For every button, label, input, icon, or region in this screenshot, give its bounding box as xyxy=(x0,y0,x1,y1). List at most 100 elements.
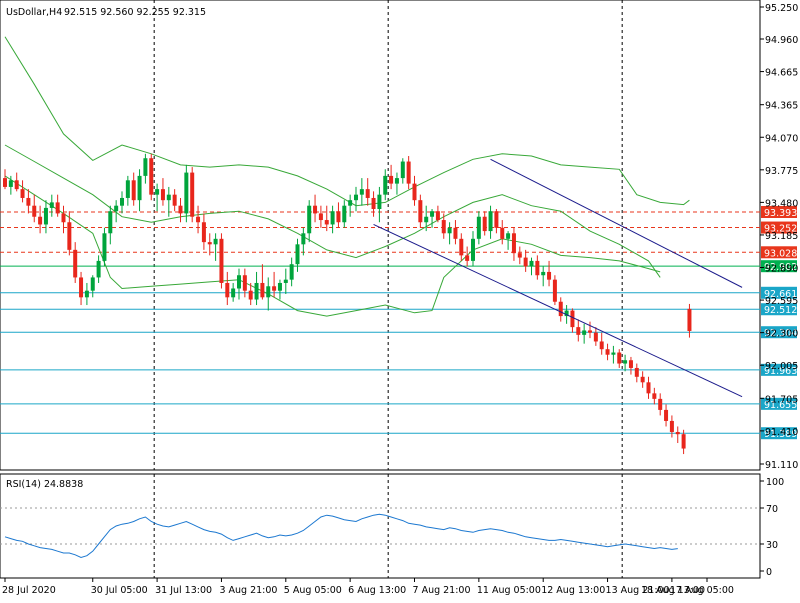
candle-body xyxy=(681,434,686,449)
candle xyxy=(8,175,13,195)
candle-body xyxy=(20,189,25,198)
candle-body xyxy=(646,382,651,394)
candle xyxy=(120,191,124,214)
candle-body xyxy=(201,222,206,243)
candle-body xyxy=(412,183,417,201)
candle xyxy=(593,327,598,346)
candle xyxy=(623,354,628,372)
candle xyxy=(336,202,341,228)
time-tick-label-4: 5 Aug 05:00 xyxy=(284,585,342,596)
candle-body xyxy=(102,233,107,261)
candle xyxy=(535,255,540,280)
time-tick-label-2: 31 Jul 13:00 xyxy=(155,585,212,596)
price-level-badge-5 xyxy=(761,303,797,316)
price-level-badge-8 xyxy=(761,397,797,410)
candle-body xyxy=(523,257,528,267)
candle xyxy=(418,194,423,228)
candle-body xyxy=(90,277,95,291)
candle xyxy=(465,246,470,267)
candle-body xyxy=(359,189,364,195)
period-separators xyxy=(153,0,623,578)
candle xyxy=(400,158,405,184)
rsi-label: RSI(14) 24.8838 xyxy=(6,479,83,490)
candle-body xyxy=(295,244,300,265)
time-tick-label-0: 28 Jul 2020 xyxy=(2,585,56,596)
trend-channel[interactable] xyxy=(373,158,743,398)
candle-body xyxy=(43,207,48,225)
candle-body xyxy=(237,275,241,289)
candle xyxy=(506,231,511,250)
candle xyxy=(190,167,195,223)
price-level-badge-4 xyxy=(761,286,797,299)
time-tick-label-11: 18 Aug 13:00 xyxy=(641,585,705,596)
candle-body xyxy=(576,327,581,335)
candle xyxy=(55,194,60,217)
price-tick-label-2: 94.665 xyxy=(765,68,798,79)
candle xyxy=(476,211,481,245)
candle-body xyxy=(26,197,31,206)
candle xyxy=(611,345,616,364)
candle-body xyxy=(196,216,201,223)
candle-body xyxy=(49,202,54,208)
candle-body xyxy=(582,330,587,335)
candle xyxy=(517,246,522,265)
candle xyxy=(330,205,335,234)
candle-body xyxy=(652,393,657,399)
candle-body xyxy=(172,194,177,206)
candle xyxy=(96,255,101,283)
candle-body xyxy=(301,233,306,245)
candle-body xyxy=(231,288,236,298)
candle xyxy=(406,156,411,190)
candle xyxy=(541,266,546,287)
candle xyxy=(143,153,148,184)
candle xyxy=(283,268,288,295)
candle-body xyxy=(283,279,288,283)
price-tick-label-12: 91.705 xyxy=(765,394,798,405)
candle-body xyxy=(547,271,552,280)
candle xyxy=(231,282,236,302)
candle-body xyxy=(79,277,84,298)
candle xyxy=(225,271,230,306)
price-level-label-6: 92.304 xyxy=(764,328,797,339)
candle xyxy=(295,238,300,272)
candle-body xyxy=(623,360,628,364)
candle xyxy=(277,279,282,300)
candle-body xyxy=(640,376,645,383)
candle-body xyxy=(588,330,592,333)
candle xyxy=(61,205,66,234)
candle-body xyxy=(511,233,516,254)
candle xyxy=(43,200,48,234)
candle xyxy=(354,186,358,212)
candle-body xyxy=(482,216,487,232)
trend-line-0 xyxy=(490,158,743,288)
candle xyxy=(605,343,610,361)
candle xyxy=(201,213,206,250)
rsi-tick-label-3: 0 xyxy=(766,567,772,578)
candle-body xyxy=(675,431,680,435)
candle xyxy=(342,200,347,228)
candle-body xyxy=(669,420,674,432)
candle-body xyxy=(628,360,633,368)
candle xyxy=(617,349,622,368)
price-axis: 95.250 94.960 94.665 94.365 94.070 93.775 93.4… xyxy=(760,3,798,471)
candle xyxy=(669,415,674,438)
candle-body xyxy=(476,216,481,239)
price-tick-label-11: 92.005 xyxy=(765,361,798,372)
candle-body xyxy=(61,213,66,223)
candle xyxy=(435,205,440,223)
candle-body xyxy=(377,194,382,210)
candle-body xyxy=(558,301,563,317)
candle xyxy=(453,220,458,245)
candle-body xyxy=(541,271,546,276)
candle-body xyxy=(318,213,323,221)
candle xyxy=(184,164,189,223)
candle-body xyxy=(465,255,470,261)
candle-body xyxy=(225,282,230,298)
rsi-tick-label-0: 100 xyxy=(766,477,784,488)
candle xyxy=(131,172,136,206)
candle xyxy=(664,404,669,427)
candle-body xyxy=(617,352,622,364)
candle xyxy=(471,231,475,267)
